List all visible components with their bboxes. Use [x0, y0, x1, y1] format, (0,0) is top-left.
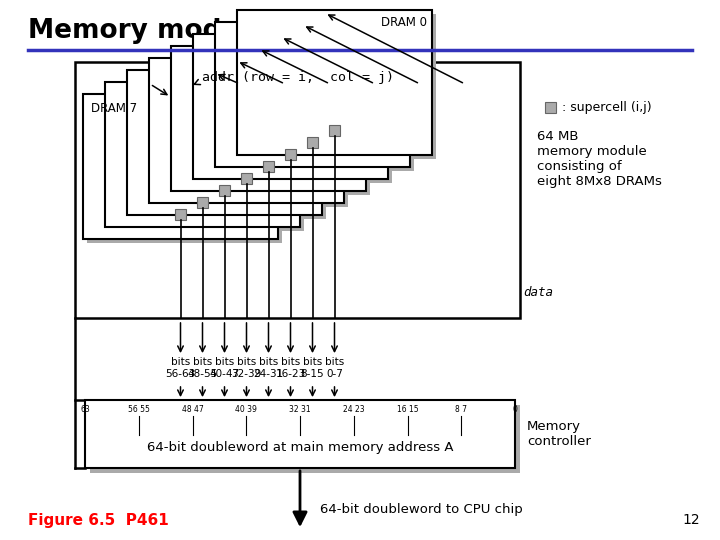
Text: bits
32-39: bits 32-39 [231, 357, 261, 379]
Text: bits
48-55: bits 48-55 [187, 357, 217, 379]
Bar [219, 185, 230, 196]
Text: 16 15: 16 15 [397, 405, 418, 414]
Text: bits
40-47: bits 40-47 [210, 357, 240, 379]
Bar [237, 10, 432, 155]
Text: data: data [523, 287, 553, 300]
Text: DRAM 7: DRAM 7 [91, 102, 137, 115]
Text: 12: 12 [683, 513, 700, 527]
Text: bits
24-31: bits 24-31 [253, 357, 284, 379]
Bar [175, 50, 370, 195]
Text: 0: 0 [513, 405, 518, 414]
Text: : supercell (i,j): : supercell (i,j) [562, 102, 652, 114]
Bar [83, 94, 278, 239]
Text: 40 39: 40 39 [235, 405, 257, 414]
Bar [109, 86, 304, 231]
Bar [85, 400, 515, 468]
Bar [193, 34, 388, 179]
Bar [131, 74, 326, 219]
Bar [87, 98, 282, 243]
Bar [105, 82, 300, 227]
Bar [285, 149, 296, 160]
Bar [197, 197, 208, 208]
Text: addr (row = i,  col = j): addr (row = i, col = j) [202, 71, 394, 84]
Bar [241, 173, 252, 184]
Bar [263, 161, 274, 172]
Bar [127, 70, 322, 215]
Text: 24 23: 24 23 [343, 405, 364, 414]
Bar [307, 137, 318, 148]
Text: 64-bit doubleword to CPU chip: 64-bit doubleword to CPU chip [320, 503, 523, 516]
Bar [90, 405, 520, 473]
Text: bits
8-15: bits 8-15 [301, 357, 324, 379]
Bar [153, 62, 348, 207]
Bar [545, 102, 556, 113]
Bar [175, 209, 186, 220]
Text: 32 31: 32 31 [289, 405, 311, 414]
Text: 48 47: 48 47 [181, 405, 203, 414]
Text: bits
16-23: bits 16-23 [275, 357, 305, 379]
Bar [171, 46, 366, 191]
Text: 64-bit doubleword at main memory address A: 64-bit doubleword at main memory address… [147, 442, 454, 455]
Bar [329, 125, 340, 136]
Text: Memory
controller: Memory controller [527, 420, 591, 448]
Bar [149, 58, 344, 203]
Bar [197, 38, 392, 183]
Text: 63: 63 [80, 405, 90, 414]
Text: 56 55: 56 55 [128, 405, 150, 414]
Bar [219, 26, 414, 171]
Bar [75, 62, 520, 318]
Text: 64 MB
memory module
consisting of
eight 8Mx8 DRAMs: 64 MB memory module consisting of eight … [537, 130, 662, 188]
Text: bits
0-7: bits 0-7 [325, 357, 344, 379]
Bar [215, 22, 410, 167]
Text: 8 7: 8 7 [455, 405, 467, 414]
Text: Memory modules: Memory modules [28, 18, 283, 44]
Text: bits
56-63: bits 56-63 [166, 357, 196, 379]
Bar [241, 14, 436, 159]
Text: Figure 6.5  P461: Figure 6.5 P461 [28, 512, 168, 528]
Text: DRAM 0: DRAM 0 [381, 16, 427, 29]
